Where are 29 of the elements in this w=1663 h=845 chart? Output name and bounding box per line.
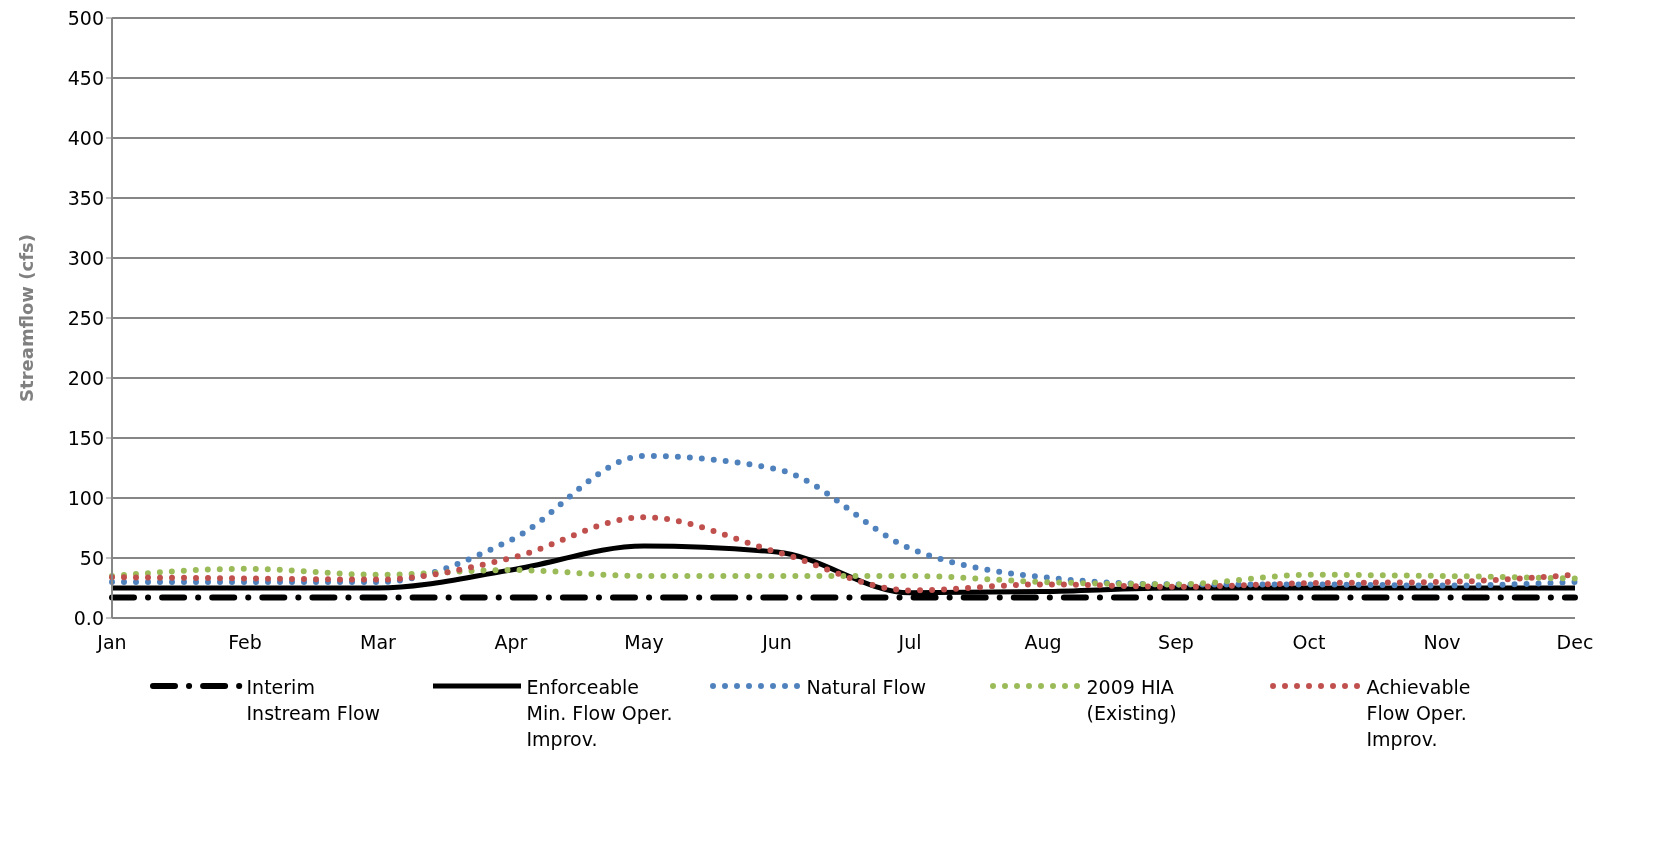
x-tick-label: Jan	[96, 631, 127, 654]
y-tick-label: 400	[67, 126, 104, 149]
y-tick-label: 500	[67, 6, 104, 29]
legend-label: 2009 HIA (Existing)	[1086, 675, 1178, 726]
x-tick-label: Sep	[1158, 631, 1194, 654]
y-tick-label: 250	[67, 306, 104, 329]
x-tick-label: Apr	[494, 631, 528, 654]
legend-label: Interim Instream Flow	[246, 675, 382, 726]
x-tick-label: May	[624, 631, 664, 654]
y-tick-label: 100	[67, 486, 104, 509]
y-tick-label: 50	[79, 546, 104, 569]
x-tick-label: Mar	[360, 631, 397, 654]
y-axis-title: Streamflow (cfs)	[16, 234, 38, 402]
y-tick-label: 450	[67, 66, 104, 89]
x-tick-label: Nov	[1423, 631, 1461, 654]
y-tick-label: 350	[67, 186, 104, 209]
x-tick-label: Feb	[228, 631, 262, 654]
y-tick-label: 150	[67, 426, 104, 449]
x-tick-label: Oct	[1292, 631, 1326, 654]
x-tick-label: Jul	[897, 631, 922, 654]
legend-label: Achievable Flow Oper. Improv.	[1366, 675, 1472, 752]
y-tick-label: 300	[67, 246, 104, 269]
x-tick-label: Dec	[1556, 631, 1594, 654]
legend-label: Enforceable Min. Flow Oper. Improv.	[526, 675, 674, 752]
legend-label: Natural Flow	[806, 675, 927, 700]
y-tick-label: 200	[67, 366, 104, 389]
x-tick-label: Jun	[761, 631, 792, 654]
x-tick-label: Aug	[1024, 631, 1062, 654]
y-tick-label: 0.0	[73, 606, 104, 629]
